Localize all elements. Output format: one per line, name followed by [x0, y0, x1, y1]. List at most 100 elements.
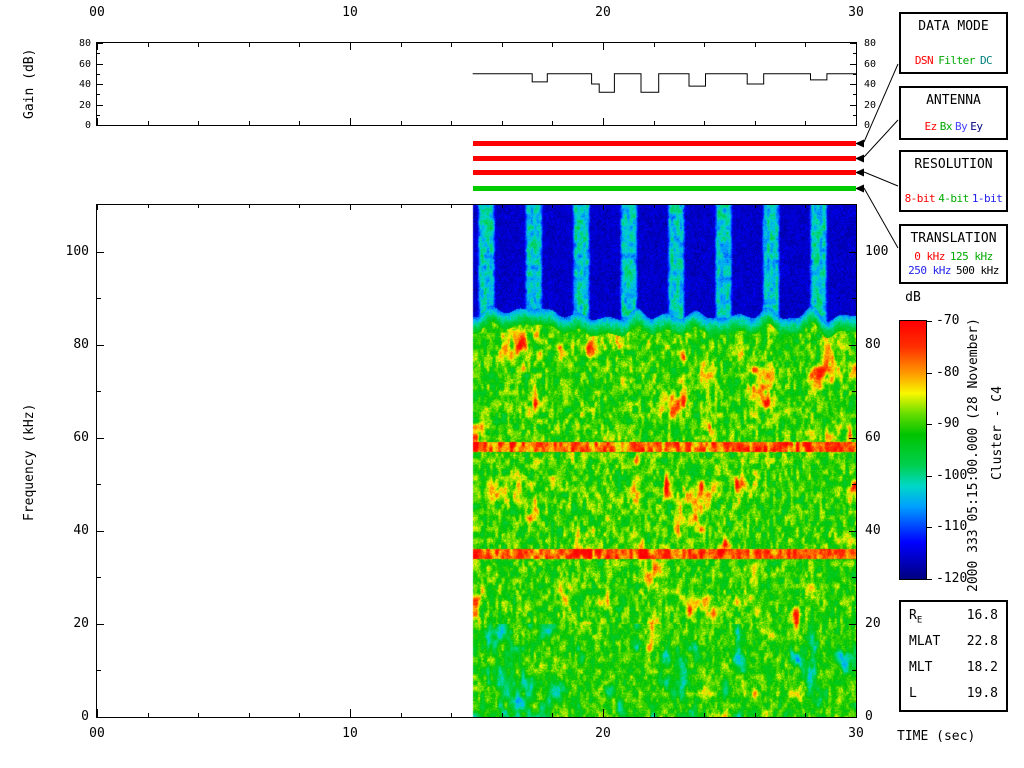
resolution-title: RESOLUTION: [914, 157, 993, 172]
colorbar-units-label: dB: [905, 290, 921, 305]
axis-tick-label: 20: [864, 100, 877, 111]
axis-tick: [755, 713, 756, 717]
axis-tick: [927, 527, 932, 528]
param-value-re: 16.8: [966, 608, 998, 624]
spacecraft-text: Cluster - C4: [990, 386, 1005, 480]
axis-tick: [850, 105, 856, 106]
axis-tick: [502, 205, 503, 208]
legend-item-500-khz: 500 kHz: [956, 264, 999, 277]
legend-item-dsn: DSN: [914, 54, 934, 67]
axis-tick: [853, 74, 856, 75]
axis-tick: [97, 43, 103, 44]
gain-axis-label: Gain (dB): [22, 48, 37, 119]
antenna-box: ANTENNA Ez Bx By Ey: [899, 86, 1008, 140]
axis-tick: [850, 125, 856, 126]
axis-tick: [451, 121, 452, 125]
data-mode-items: DSN Filter DC: [913, 54, 994, 67]
resolution-items: 8-bit 4-bit 1-bit: [903, 192, 1005, 205]
axis-tick-label: 10: [342, 726, 358, 741]
axis-tick: [198, 121, 199, 125]
param-label-mlat: MLAT: [909, 634, 941, 650]
axis-tick: [850, 84, 856, 85]
axis-tick: [97, 105, 103, 106]
resolution-active-bar: [472, 170, 856, 175]
axis-tick: [97, 94, 100, 95]
axis-tick: [552, 205, 553, 208]
axis-tick: [927, 424, 932, 425]
axis-tick: [249, 205, 250, 208]
param-row-re: RE 16.8: [909, 608, 998, 626]
antenna-active-bar: [472, 156, 856, 161]
axis-tick: [805, 121, 806, 125]
axis-tick-label: 40: [78, 79, 91, 90]
axis-tick: [927, 373, 932, 374]
axis-tick-label: 80: [864, 38, 877, 49]
axis-tick: [401, 713, 402, 717]
axis-tick-label: 20: [73, 616, 89, 631]
axis-tick: [249, 121, 250, 125]
axis-tick: [97, 670, 101, 671]
axis-tick-label: 20: [595, 726, 611, 741]
axis-tick: [704, 205, 705, 208]
axis-tick-label: 40: [73, 523, 89, 538]
legend-item-250-khz: 250 kHz: [908, 264, 951, 277]
axis-tick-label: 80: [865, 337, 881, 352]
axis-tick: [451, 205, 452, 208]
axis-tick-label: 00: [89, 726, 105, 741]
axis-tick: [852, 670, 856, 671]
axis-tick-label: 60: [78, 59, 91, 70]
legend-item-125-khz: 125 kHz: [949, 250, 993, 263]
axis-tick: [856, 205, 857, 210]
axis-tick-label: 60: [865, 430, 881, 445]
axis-tick-label: 40: [865, 523, 881, 538]
resolution-box: RESOLUTION 8-bit 4-bit 1-bit: [899, 150, 1008, 212]
param-row-l: L 19.8: [909, 686, 998, 704]
axis-tick: [198, 43, 199, 47]
axis-tick: [401, 43, 402, 47]
axis-tick-label: 0: [84, 120, 91, 131]
axis-tick: [603, 205, 604, 210]
axis-tick: [927, 321, 932, 322]
axis-tick: [850, 43, 856, 44]
axis-tick: [852, 577, 856, 578]
axis-tick-label: 30: [848, 5, 864, 20]
axis-tick-label: 00: [89, 5, 105, 20]
translation-active-bar: [472, 186, 856, 191]
axis-tick: [805, 205, 806, 208]
data-mode-title: DATA MODE: [918, 19, 989, 34]
axis-tick: [148, 121, 149, 125]
axis-tick: [299, 713, 300, 717]
axis-tick: [805, 43, 806, 47]
axis-tick: [755, 121, 756, 125]
axis-tick: [852, 298, 856, 299]
axis-tick: [198, 713, 199, 717]
axis-tick: [97, 438, 104, 439]
axis-tick: [97, 64, 103, 65]
axis-tick: [552, 713, 553, 717]
axis-tick-label: -100: [936, 468, 968, 483]
axis-tick: [350, 709, 351, 717]
axis-tick: [97, 345, 104, 346]
param-label-re: RE: [909, 608, 923, 626]
axis-tick: [97, 298, 101, 299]
param-row-mlt: MLT 18.2: [909, 660, 998, 678]
axis-tick: [856, 709, 857, 717]
axis-tick: [603, 709, 604, 717]
axis-tick: [148, 205, 149, 208]
axis-tick: [97, 84, 103, 85]
axis-tick: [97, 709, 98, 717]
param-value-mlat: 22.8: [966, 634, 998, 650]
axis-tick: [350, 43, 351, 50]
axis-tick: [849, 252, 856, 253]
axis-tick: [97, 624, 104, 625]
axis-tick: [97, 531, 104, 532]
spectrogram-panel: [96, 204, 857, 718]
axis-tick: [97, 118, 98, 125]
axis-tick: [850, 64, 856, 65]
antenna-items: Ez Bx By Ey: [923, 120, 985, 133]
axis-tick: [849, 624, 856, 625]
axis-tick: [849, 438, 856, 439]
axis-tick: [299, 121, 300, 125]
axis-tick: [552, 43, 553, 47]
